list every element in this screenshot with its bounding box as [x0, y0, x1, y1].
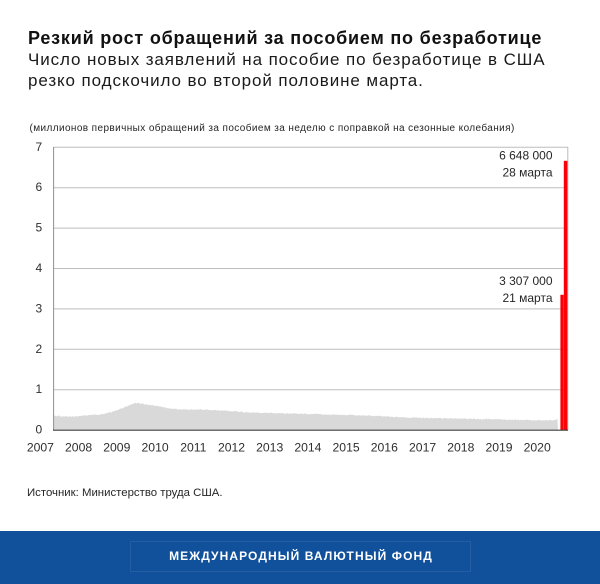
- svg-text:2010: 2010: [142, 440, 169, 454]
- svg-text:2020: 2020: [524, 440, 551, 454]
- svg-text:6: 6: [36, 180, 43, 194]
- svg-text:3: 3: [36, 301, 43, 315]
- svg-text:2007: 2007: [27, 440, 54, 454]
- svg-text:2013: 2013: [256, 440, 283, 454]
- svg-text:7: 7: [36, 140, 43, 154]
- svg-text:2008: 2008: [65, 440, 92, 454]
- svg-text:2014: 2014: [294, 440, 321, 454]
- svg-text:2019: 2019: [485, 440, 512, 454]
- svg-text:2018: 2018: [447, 440, 474, 454]
- svg-text:2016: 2016: [371, 440, 398, 454]
- svg-text:28 марта: 28 марта: [502, 166, 552, 180]
- svg-text:2017: 2017: [409, 440, 436, 454]
- svg-text:2012: 2012: [218, 440, 245, 454]
- svg-text:2: 2: [36, 342, 43, 356]
- svg-text:2015: 2015: [333, 440, 360, 454]
- svg-text:0: 0: [36, 423, 43, 437]
- svg-text:3 307 000: 3 307 000: [499, 274, 553, 288]
- svg-text:2009: 2009: [103, 440, 130, 454]
- svg-text:5: 5: [36, 221, 43, 235]
- svg-text:4: 4: [36, 261, 43, 275]
- svg-text:21 марта: 21 марта: [502, 291, 552, 305]
- svg-text:6 648 000: 6 648 000: [499, 149, 553, 163]
- svg-text:2011: 2011: [180, 440, 206, 454]
- svg-text:1: 1: [36, 382, 43, 396]
